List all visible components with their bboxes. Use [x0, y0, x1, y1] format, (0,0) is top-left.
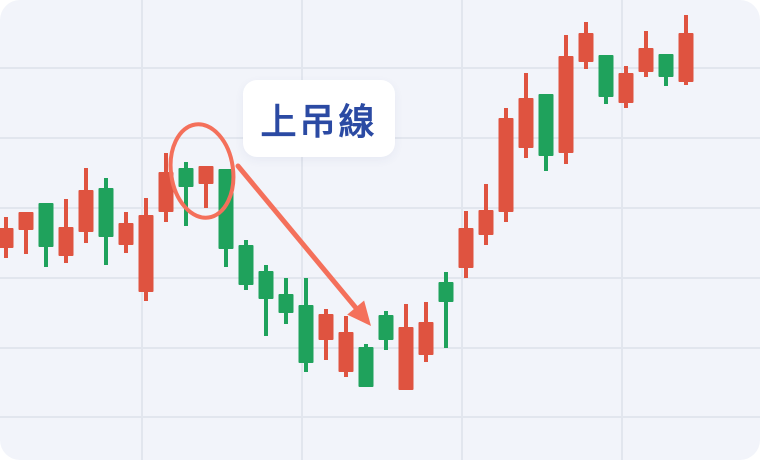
candle-green [278, 278, 294, 324]
candle-body [358, 347, 374, 387]
candle-body [678, 33, 694, 82]
candle-body [18, 212, 34, 230]
candle-green [238, 240, 254, 290]
candle-body [78, 190, 94, 232]
candle-green [98, 178, 114, 265]
candle-body [338, 332, 354, 372]
candle-body [238, 245, 254, 285]
candle-body [478, 210, 494, 235]
candle-red [198, 166, 214, 208]
candle-red [78, 168, 94, 243]
candle-red [498, 108, 514, 222]
candle-body [98, 188, 114, 237]
candle-body [618, 73, 634, 103]
candle-body [438, 282, 454, 302]
candle-red [118, 212, 134, 253]
candle-green [378, 311, 394, 350]
candle-green [38, 203, 54, 267]
trend-arrow-head [347, 300, 371, 326]
candle-red [58, 199, 74, 263]
candle-body [458, 228, 474, 268]
candle-body [498, 118, 514, 212]
candle-green [598, 55, 614, 104]
candle-body [198, 166, 214, 184]
candles [0, 15, 694, 390]
candle-red [518, 73, 534, 158]
candle-body [418, 322, 434, 355]
candle-body [658, 54, 674, 77]
candle-red [478, 184, 494, 245]
candle-red [418, 302, 434, 362]
highlight-circle [168, 122, 236, 220]
candle-green [538, 94, 554, 171]
pattern-label: 上吊線 [260, 101, 378, 143]
candle-body [278, 294, 294, 313]
candle-green [258, 265, 274, 336]
candle-body [0, 228, 14, 248]
candle-body [578, 33, 594, 62]
candle-green [358, 344, 374, 387]
candle-body [558, 56, 574, 153]
candle-body [398, 327, 414, 390]
pattern-label-box: 上吊線 [243, 80, 395, 157]
candle-body [138, 215, 154, 292]
candle-body [258, 271, 274, 299]
candle-green [298, 278, 314, 372]
candle-body [538, 94, 554, 156]
candle-red [678, 15, 694, 85]
candle-body [378, 315, 394, 340]
candle-red [558, 35, 574, 164]
candle-body [298, 305, 314, 363]
candle-red [578, 22, 594, 69]
candle-body [318, 314, 334, 340]
candle-red [458, 211, 474, 278]
candle-red [318, 309, 334, 360]
candle-body [118, 223, 134, 245]
candle-body [638, 48, 654, 72]
candle-red [0, 217, 14, 258]
candle-green [178, 162, 194, 226]
trend-arrow-line [235, 163, 359, 311]
candle-green [438, 272, 454, 348]
candle-red [338, 316, 354, 377]
candle-body [178, 168, 194, 187]
candle-green [658, 54, 674, 86]
candle-body [518, 98, 534, 148]
candle-body [38, 203, 54, 247]
candle-body [218, 169, 234, 249]
candle-body [158, 172, 174, 212]
candle-body [598, 55, 614, 97]
candle-green [218, 169, 234, 267]
candle-red [398, 304, 414, 390]
candle-red [18, 212, 34, 254]
candle-red [618, 66, 634, 108]
candle-red [638, 31, 654, 77]
candle-body [58, 227, 74, 256]
candle-red [138, 198, 154, 301]
candle-red [158, 153, 174, 222]
